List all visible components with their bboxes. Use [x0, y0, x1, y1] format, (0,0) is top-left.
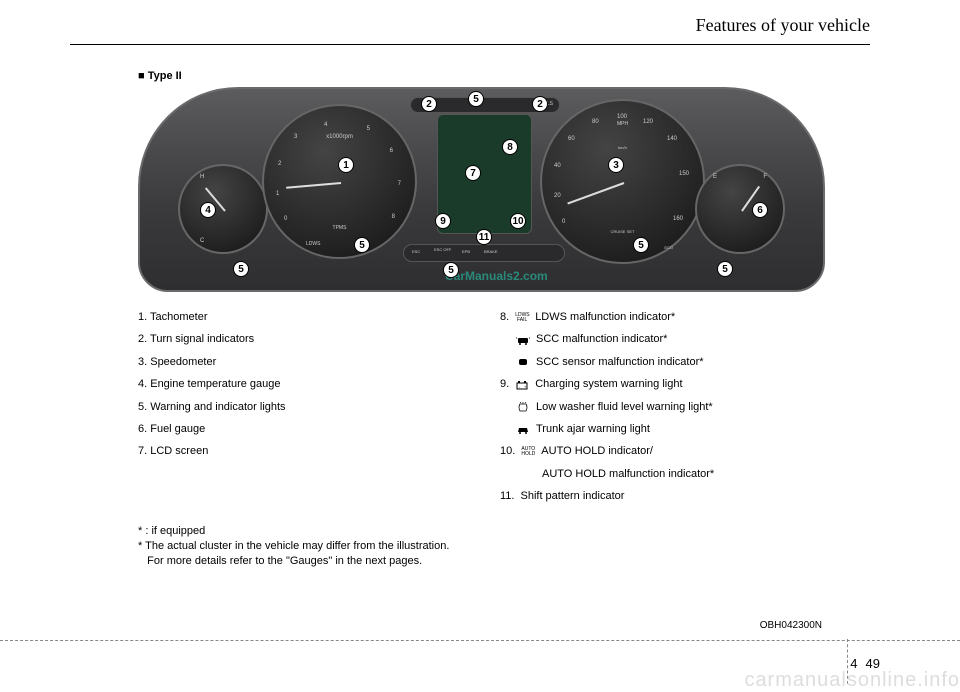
legend-item: Trunk ajar warning light: [500, 422, 822, 437]
temp-c-label: C: [200, 238, 204, 244]
callout-1: 1: [338, 157, 354, 173]
callout-5e: 5: [633, 237, 649, 253]
brake-label: BRAKE: [484, 249, 498, 254]
callout-3: 3: [608, 157, 624, 173]
tacho-needle: [286, 182, 341, 189]
image-code: OBH042300N: [760, 620, 822, 631]
speed-cruise-label: CRUISE SET: [542, 229, 703, 234]
footnotes: * : if equipped * The actual cluster in …: [138, 524, 822, 570]
callout-5b: 5: [354, 237, 370, 253]
callout-11: 11: [476, 229, 492, 245]
legend-item: 3. Speedometer: [138, 355, 460, 370]
callout-2a: 2: [421, 96, 437, 112]
callout-6: 6: [752, 202, 768, 218]
legend-item: 11. Shift pattern indicator: [500, 489, 822, 504]
callout-5a: 5: [468, 91, 484, 107]
callout-5c: 5: [233, 261, 249, 277]
callout-5f: 5: [717, 261, 733, 277]
legend: 1. Tachometer 2. Turn signal indicators …: [138, 310, 822, 512]
watermark: CarManuals2.com: [445, 269, 548, 283]
speed-kmh-label: km/h: [542, 145, 703, 150]
fuel-e-label: E: [713, 174, 717, 180]
callout-5d: 5: [443, 262, 459, 278]
legend-item: 6. Fuel gauge: [138, 422, 460, 437]
fuel-f-label: F: [763, 174, 767, 180]
speed-eco-label: ECO: [664, 245, 673, 250]
legend-item: 8. LDWSFAIL LDWS malfunction indicator*: [500, 310, 822, 325]
fuel-gauge: E F: [695, 164, 785, 254]
svg-text:-: -: [519, 384, 521, 389]
escoff-label: ESC OFF: [434, 247, 451, 252]
epb-label: EPB: [462, 249, 470, 254]
speed-mph-label: MPH: [542, 121, 703, 127]
legend-right-column: 8. LDWSFAIL LDWS malfunction indicator* …: [500, 310, 822, 512]
legend-item: 1. Tachometer: [138, 310, 460, 325]
header-divider: [70, 44, 870, 45]
tachometer-gauge: x1000rpm TPMS LDWS 0 1 2 3 4 5 6 7 8: [262, 104, 417, 259]
speedometer-gauge: MPH km/h CRUISE SET ECO 0 20 40 60 80 10…: [540, 99, 705, 264]
tacho-ldws-label: LDWS: [306, 241, 320, 247]
temperature-gauge: H C: [178, 164, 268, 254]
battery-icon: -+: [515, 380, 529, 390]
callout-10: 10: [510, 213, 526, 229]
callout-9: 9: [435, 213, 451, 229]
callout-4: 4: [200, 202, 216, 218]
footer-dashed-line: [0, 640, 960, 641]
legend-item: 10. AUTOHOLD AUTO HOLD indicator/: [500, 444, 822, 459]
legend-item: 9. -+ Charging system warning light: [500, 377, 822, 392]
footnote-line: * The actual cluster in the vehicle may …: [138, 539, 822, 554]
legend-left-column: 1. Tachometer 2. Turn signal indicators …: [138, 310, 460, 512]
scc-sensor-icon: [516, 357, 530, 367]
temp-h-label: H: [200, 174, 204, 180]
tacho-tpms-label: TPMS: [264, 225, 415, 231]
footnote-line: For more details refer to the "Gauges" i…: [138, 554, 822, 569]
legend-item: 2. Turn signal indicators: [138, 332, 460, 347]
speed-needle: [567, 182, 624, 204]
bottom-indicator-panel: ESC ESC OFF EPB BRAKE: [403, 244, 565, 262]
esc-label: ESC: [412, 249, 420, 254]
type-label: ■ Type II: [138, 70, 960, 82]
auto-hold-icon: AUTOHOLD: [521, 447, 535, 457]
ldws-fail-icon: LDWSFAIL: [515, 313, 529, 323]
callout-7: 7: [465, 165, 481, 181]
legend-item: SCC malfunction indicator*: [500, 332, 822, 347]
trunk-icon: [516, 425, 530, 435]
legend-item: Low washer fluid level warning light*: [500, 400, 822, 415]
instrument-cluster: AFLS H C x1000rpm TPMS LDWS 0 1 2 3 4 5 …: [138, 87, 825, 292]
header-title: Features of your vehicle: [0, 0, 960, 44]
legend-item: 5. Warning and indicator lights: [138, 400, 460, 415]
callout-2b: 2: [532, 96, 548, 112]
legend-item: SCC sensor malfunction indicator*: [500, 355, 822, 370]
washer-icon: [516, 402, 530, 412]
scc-icon: [516, 335, 530, 345]
footnote-line: * : if equipped: [138, 524, 822, 539]
legend-item: 7. LCD screen: [138, 444, 460, 459]
legend-item: 4. Engine temperature gauge: [138, 377, 460, 392]
callout-8: 8: [502, 139, 518, 155]
tacho-rpm-label: x1000rpm: [264, 134, 415, 140]
legend-item: AUTO HOLD malfunction indicator*: [500, 467, 822, 482]
